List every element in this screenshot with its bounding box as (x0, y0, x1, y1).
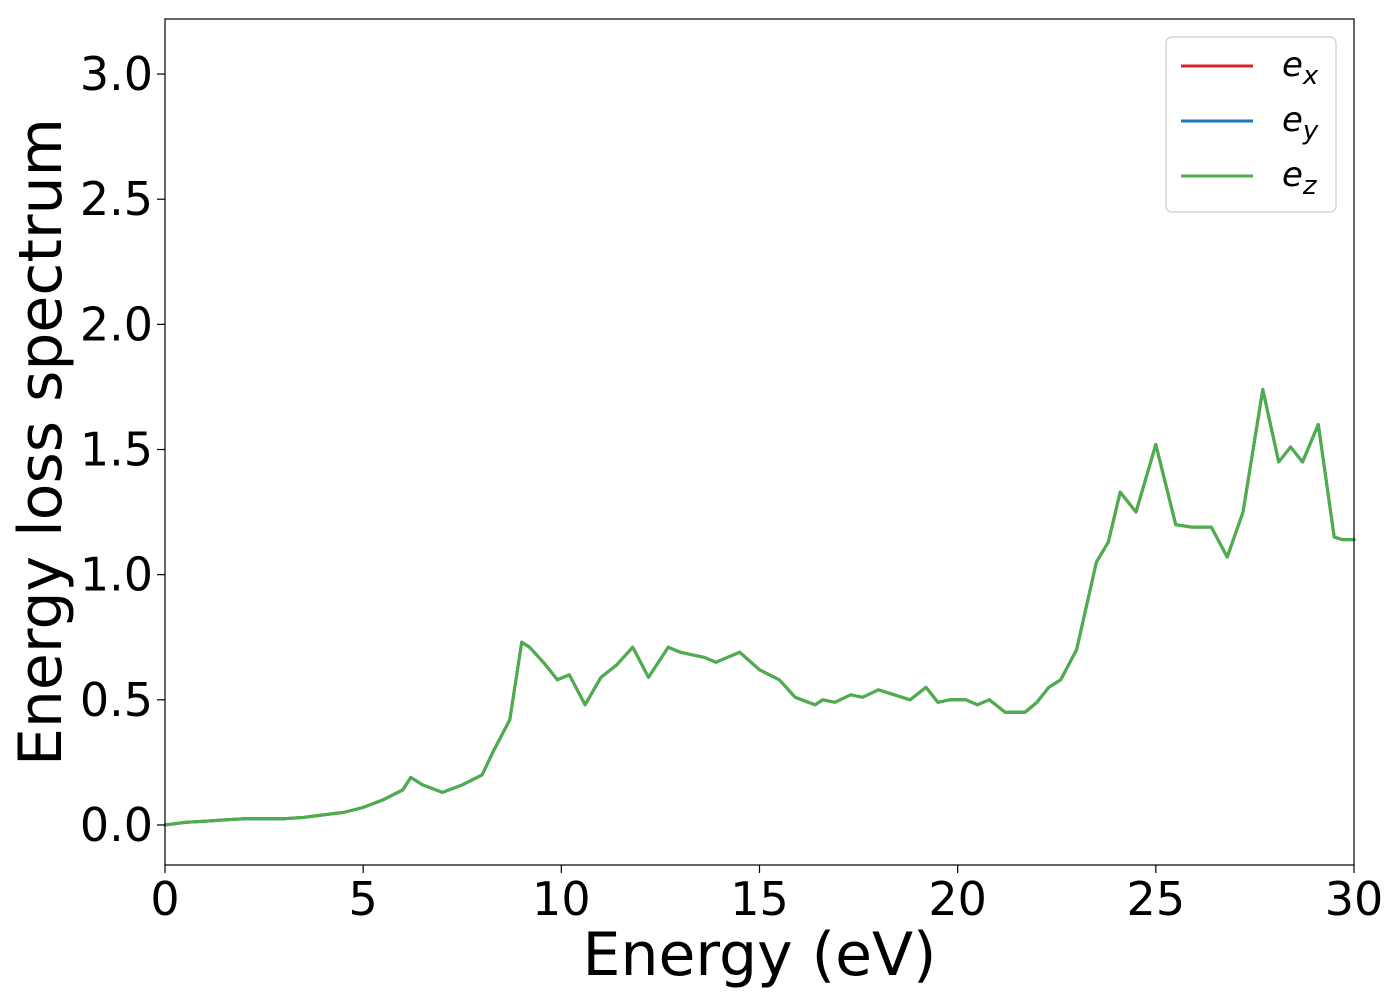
legend: ex ey ez (1165, 36, 1337, 213)
legend-label: ey (1282, 100, 1319, 146)
y-tick-label: 0.5 (80, 673, 153, 727)
x-axis-title: Energy (eV) (583, 920, 937, 990)
y-axis-title: Energy loss spectrum (6, 118, 76, 766)
y-tick-label: 1.5 (80, 423, 153, 477)
ticks-layer: 0 5 10 15 20 25 30 0.0 0.5 1.0 1.5 2.0 2.5 3.0 (80, 47, 1383, 926)
series-layer (163, 387, 1356, 827)
x-tick-label: 5 (349, 872, 378, 926)
x-tick-label: 15 (730, 872, 789, 926)
legend-box (1165, 36, 1337, 213)
legend-label: ez (1282, 155, 1318, 201)
y-tick-label: 1.0 (80, 548, 153, 602)
series-line-ez (163, 387, 1356, 827)
x-tick-label: 25 (1127, 872, 1186, 926)
x-tick-label: 0 (150, 872, 179, 926)
x-tick-label: 10 (532, 872, 591, 926)
y-tick-label: 2.0 (80, 297, 153, 351)
x-tick-label: 30 (1325, 872, 1384, 926)
x-tick-label: 20 (928, 872, 987, 926)
y-tick-label: 0.0 (80, 798, 153, 852)
y-tick-label: 2.5 (80, 172, 153, 226)
y-tick-label: 3.0 (80, 47, 153, 101)
legend-label: ex (1282, 45, 1319, 91)
